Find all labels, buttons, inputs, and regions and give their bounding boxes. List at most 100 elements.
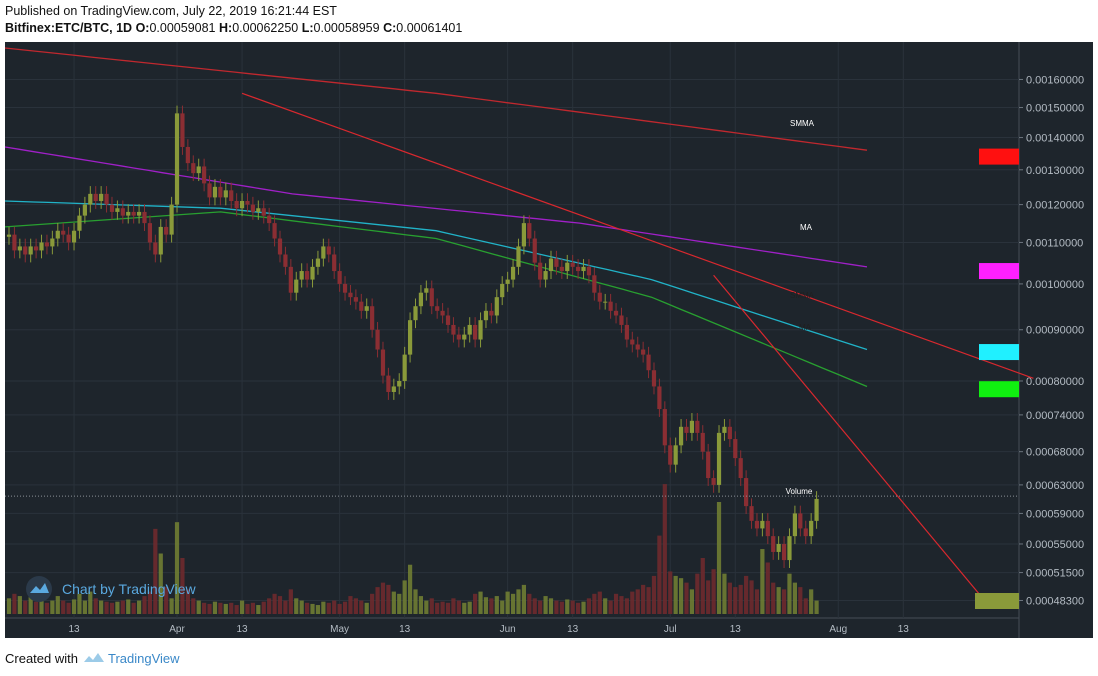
- candle: [646, 346, 651, 379]
- volume-bar: [299, 600, 304, 614]
- candle: [202, 158, 207, 192]
- candle-body: [798, 513, 803, 529]
- candle: [218, 179, 223, 206]
- price-chart-svg[interactable]: 0.00160000 0.00150000 0.00140000 0.00130000…: [4, 42, 1093, 638]
- candle: [651, 362, 657, 395]
- candle-body: [657, 386, 662, 410]
- candle-body: [445, 315, 451, 325]
- volume-bar: [554, 600, 559, 614]
- candle: [44, 234, 50, 255]
- volume-bar: [706, 580, 711, 614]
- candle: [733, 431, 738, 467]
- candle: [462, 326, 467, 348]
- candle-body: [678, 426, 684, 446]
- time-tick-label: Apr: [169, 624, 185, 635]
- volume-bar: [510, 593, 516, 614]
- open-label: O:: [135, 21, 150, 35]
- volume-bar: [223, 603, 228, 614]
- candle: [256, 200, 261, 220]
- volume-bar: [749, 580, 754, 614]
- candle-body: [34, 246, 39, 251]
- volume-bar: [397, 593, 402, 614]
- volume-bar: [538, 600, 543, 614]
- moving-average-line-1: [4, 146, 868, 268]
- candle-body: [635, 344, 640, 350]
- candle: [776, 536, 781, 560]
- candle: [267, 207, 272, 232]
- candle: [516, 238, 521, 275]
- candle: [510, 259, 516, 288]
- candle: [619, 307, 624, 333]
- candle-body: [315, 258, 321, 267]
- price-tick-label: 0.00059000: [1026, 508, 1084, 520]
- candle: [722, 419, 727, 441]
- candle: [689, 413, 695, 441]
- volume-bar: [250, 602, 255, 614]
- candle: [489, 303, 494, 324]
- candle-body: [359, 301, 364, 311]
- volume-bar: [153, 528, 158, 614]
- candle: [559, 259, 564, 279]
- candle: [456, 326, 461, 348]
- candle: [473, 317, 478, 348]
- candle: [6, 226, 12, 245]
- candle-body: [321, 246, 326, 259]
- candle-body: [337, 271, 342, 284]
- candle: [120, 200, 125, 224]
- price-tick-label: 0.00055000: [1026, 539, 1084, 551]
- candle: [771, 528, 776, 560]
- chart-area[interactable]: 0.00160000 0.00150000 0.00140000 0.00130000…: [4, 42, 1093, 638]
- candle: [136, 204, 142, 224]
- candle-body: [207, 183, 212, 198]
- candle-body: [375, 329, 380, 350]
- tradingview-logo-icon: [83, 653, 104, 662]
- close-label: C:: [383, 21, 397, 35]
- candle: [505, 271, 510, 292]
- candle: [727, 419, 732, 447]
- candle: [608, 293, 613, 319]
- candle-body: [630, 339, 635, 345]
- price-tick-label: 0.00140000: [1026, 133, 1084, 145]
- volume-bar: [809, 589, 814, 614]
- volume-bar: [733, 587, 738, 614]
- volume-bar: [164, 587, 169, 614]
- candle-body: [478, 320, 483, 340]
- time-tick-label: 13: [730, 624, 742, 635]
- volume-bar: [212, 601, 218, 614]
- candle: [478, 312, 483, 348]
- volume-bar: [500, 600, 505, 614]
- candle: [180, 105, 185, 155]
- candle-body: [50, 238, 55, 247]
- candle-body: [668, 445, 673, 465]
- candle-body: [619, 315, 624, 325]
- candle: [326, 238, 331, 263]
- candle: [39, 234, 44, 259]
- candle: [142, 204, 147, 232]
- candle: [543, 263, 548, 288]
- volume-bar: [803, 598, 808, 614]
- high-value: 0.00062250: [232, 21, 299, 35]
- candle: [695, 413, 700, 441]
- tradingview-brand-link[interactable]: TradingView: [107, 650, 180, 666]
- candle: [299, 263, 304, 288]
- candle-body: [413, 306, 418, 321]
- volume-bar: [489, 598, 494, 614]
- candle: [440, 303, 445, 324]
- watermark-text: Chart by TradingView: [62, 581, 196, 597]
- candle: [467, 317, 472, 343]
- volume-bar: [380, 582, 386, 614]
- candle-body: [71, 230, 77, 243]
- volume-bar: [445, 602, 451, 614]
- candle: [82, 196, 87, 224]
- volume-bar: [576, 602, 581, 614]
- candle-body: [483, 310, 489, 321]
- candle-body: [142, 211, 147, 224]
- candle-body: [641, 349, 646, 355]
- volume-bar: [23, 600, 28, 614]
- candle: [223, 182, 228, 206]
- volume-bar: [548, 598, 554, 614]
- candle-body: [82, 204, 87, 216]
- candle-body: [473, 324, 478, 340]
- candle-body: [689, 420, 695, 433]
- candle-body: [191, 163, 196, 174]
